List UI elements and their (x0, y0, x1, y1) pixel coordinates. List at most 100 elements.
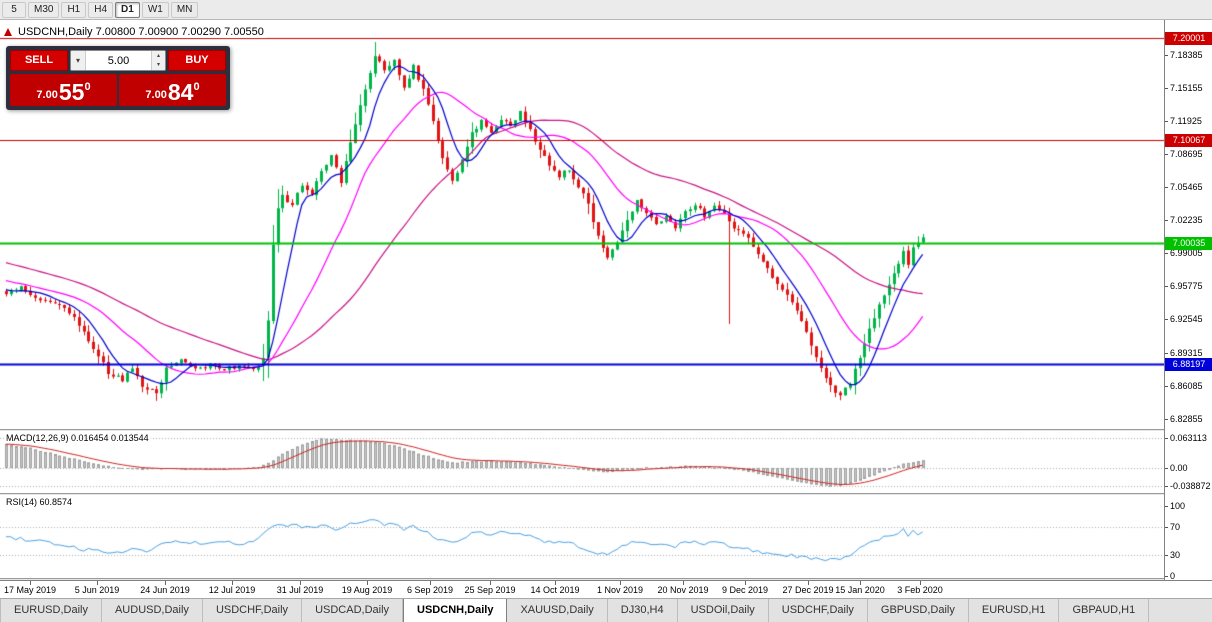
price-axis-tick: 6.99005 (1170, 248, 1203, 258)
time-scale-splitter (0, 578, 1212, 580)
chart-title-row: USDCNH,Daily 7.00800 7.00900 7.00290 7.0… (4, 25, 266, 39)
rsi-axis-tick-tickmark (1165, 555, 1168, 556)
chart-tab-gbpusd-daily[interactable]: GBPUSD,Daily (868, 599, 969, 622)
buy-button[interactable]: BUY (168, 50, 226, 71)
timeframe-button-h1[interactable]: H1 (61, 1, 87, 18)
macd-axis-tick-tickmark (1165, 486, 1168, 487)
chart-tab-usdchf-daily[interactable]: USDCHF,Daily (203, 599, 303, 622)
price-axis-tick-tickmark (1165, 386, 1168, 387)
time-axis-label: 5 Jun 2019 (74, 585, 120, 595)
sell-price-display[interactable]: 7.00 55 0 (10, 74, 117, 106)
sell-price-point: 0 (84, 81, 91, 93)
time-axis-tickmark (165, 581, 166, 585)
price-axis-tick-tickmark (1165, 353, 1168, 354)
chart-tab-gbpaud-h1[interactable]: GBPAUD,H1 (1059, 599, 1150, 622)
price-axis-tick: 7.02235 (1170, 215, 1203, 225)
volume-dropdown-button[interactable]: ▾ (71, 51, 86, 70)
macd-pane-splitter[interactable] (0, 429, 1212, 431)
time-axis-tickmark (808, 581, 809, 585)
chart-tab-eurusd-daily[interactable]: EURUSD,Daily (0, 599, 102, 622)
price-axis-tick-tickmark (1165, 55, 1168, 56)
time-axis-label: 27 Dec 2019 (782, 585, 834, 595)
price-axis-tick: 6.86085 (1170, 381, 1203, 391)
timeframe-button-mn[interactable]: MN (170, 1, 199, 18)
time-axis-tickmark (30, 581, 31, 585)
time-axis-tickmark (490, 581, 491, 585)
macd-axis-tick: 0.00 (1170, 463, 1188, 473)
sell-price-prefix: 7.00 (36, 89, 58, 101)
rsi-axis-tick-tickmark (1165, 506, 1168, 507)
price-axis-tick-tickmark (1165, 121, 1168, 122)
price-axis-tick: 6.82855 (1170, 414, 1203, 424)
time-axis-label: 15 Jan 2020 (835, 585, 885, 595)
time-axis-label: 20 Nov 2019 (657, 585, 709, 595)
chart-title: USDCNH,Daily 7.00800 7.00900 7.00290 7.0… (16, 26, 266, 38)
rsi-label: RSI(14) 60.8574 (4, 497, 75, 507)
sell-price-pips: 55 (58, 79, 85, 105)
rsi-indicator-canvas[interactable] (0, 495, 1164, 578)
chart-tab-audusd-daily[interactable]: AUDUSD,Daily (102, 599, 203, 622)
macd-axis-tick-tickmark (1165, 438, 1168, 439)
price-axis-tick-tickmark (1165, 88, 1168, 89)
chart-tab-usdchf-daily[interactable]: USDCHF,Daily (769, 599, 868, 622)
chart-symbol-icon (4, 28, 12, 36)
price-axis-tick-tickmark (1165, 154, 1168, 155)
price-axis-tick: 7.18385 (1170, 50, 1203, 60)
volume-decrease-button[interactable]: ▾ (152, 60, 165, 70)
chart-tab-bar: EURUSD,Daily AUDUSD,Daily USDCHF,Daily USDC… (0, 598, 1212, 622)
buy-price-prefix: 7.00 (145, 89, 167, 101)
buy-price-pips: 84 (167, 79, 194, 105)
buy-price-display[interactable]: 7.00 84 0 (119, 74, 226, 106)
time-axis-label: 24 Jun 2019 (140, 585, 190, 595)
timeframe-button-h4[interactable]: H4 (88, 1, 114, 18)
price-scale[interactable]: 7.18385 7.15155 7.11925 7.08695 7.05465 7.022… (1164, 20, 1212, 581)
level-price-label: 7.20001 (1165, 32, 1212, 45)
rsi-axis-tick: 30 (1170, 550, 1181, 560)
volume-input[interactable] (86, 51, 151, 70)
chart-tab-dj30-h4[interactable]: DJ30,H4 (608, 599, 678, 622)
time-axis-label: 14 Oct 2019 (530, 585, 580, 595)
price-axis-tick: 7.11925 (1170, 116, 1202, 126)
rsi-axis-tick: 70 (1170, 522, 1181, 532)
volume-increase-button[interactable]: ▴ (152, 51, 165, 61)
time-axis-label: 9 Dec 2019 (721, 585, 769, 595)
time-axis-label: 12 Jul 2019 (208, 585, 256, 595)
time-axis-tickmark (367, 581, 368, 585)
time-scale[interactable]: 17 May 2019 5 Jun 2019 24 Jun 2019 12 Jul 2… (0, 580, 1212, 598)
price-axis-tick: 7.05465 (1170, 182, 1203, 192)
chart-tab-usdcnh-daily[interactable]: USDCNH,Daily (403, 599, 508, 622)
time-axis-tickmark (232, 581, 233, 585)
time-axis-tickmark (745, 581, 746, 585)
price-axis-tick-tickmark (1165, 286, 1168, 287)
time-axis-tickmark (860, 581, 861, 585)
chart-tab-xauusd-daily[interactable]: XAUUSD,Daily (507, 599, 608, 622)
level-price-label: 6.88197 (1165, 358, 1212, 371)
sell-button[interactable]: SELL (10, 50, 68, 71)
time-axis-label: 6 Sep 2019 (406, 585, 454, 595)
time-axis-label: 25 Sep 2019 (464, 585, 516, 595)
timeframe-button-m30[interactable]: M30 (28, 1, 60, 18)
price-axis-tick: 7.08695 (1170, 149, 1203, 159)
macd-axis-tick: 0.063113 (1170, 433, 1207, 443)
chart-tab-usdoil-daily[interactable]: USDOil,Daily (678, 599, 769, 622)
timeframe-button-w1[interactable]: W1 (141, 1, 169, 18)
chart-tab-usdcad-daily[interactable]: USDCAD,Daily (302, 599, 404, 622)
price-axis-tick: 6.92545 (1170, 314, 1203, 324)
time-axis-tickmark (555, 581, 556, 585)
buy-price-point: 0 (193, 81, 200, 93)
rsi-axis-tick: 100 (1170, 501, 1186, 511)
macd-axis-tick-tickmark (1165, 468, 1168, 469)
level-price-label: 7.00035 (1165, 237, 1212, 250)
time-axis-label: 19 Aug 2019 (341, 585, 393, 595)
rsi-pane-splitter[interactable] (0, 493, 1212, 495)
timeframe-button-d1[interactable]: D1 (115, 1, 140, 18)
rsi-axis-tick: 0 (1170, 571, 1176, 581)
time-axis-tickmark (300, 581, 301, 585)
price-axis-tick: 6.89315 (1170, 348, 1203, 358)
chart-tab-eurusd-h1[interactable]: EURUSD,H1 (969, 599, 1060, 622)
one-click-trading-panel: SELL ▾ ▴ ▾ BUY 7.00 55 0 7 (6, 46, 230, 110)
time-axis-tickmark (920, 581, 921, 585)
timeframe-button-5[interactable]: 5 (2, 1, 26, 18)
macd-indicator-canvas[interactable] (0, 431, 1164, 493)
